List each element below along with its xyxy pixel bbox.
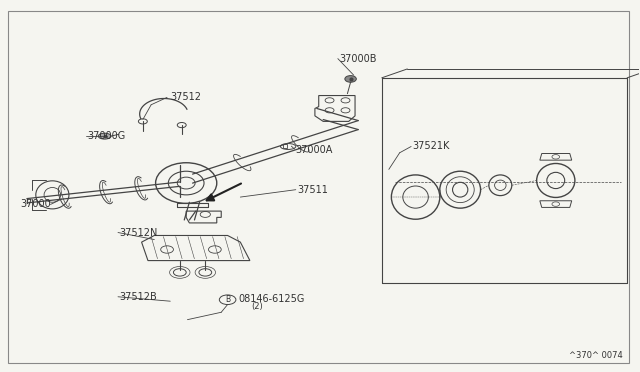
Text: 37000B: 37000B — [339, 54, 376, 64]
Text: 08146-6125G: 08146-6125G — [239, 294, 305, 304]
Text: 37000G: 37000G — [88, 131, 125, 141]
Text: (2): (2) — [251, 302, 263, 311]
Text: 37000: 37000 — [20, 199, 51, 209]
Text: 37521K: 37521K — [412, 141, 450, 151]
Text: 37512: 37512 — [170, 92, 201, 102]
Text: 37000A: 37000A — [296, 145, 333, 155]
Text: 37512B: 37512B — [119, 292, 157, 302]
Text: 37511: 37511 — [298, 185, 328, 195]
Text: 37512N: 37512N — [119, 228, 157, 237]
Ellipse shape — [345, 76, 356, 82]
Text: B: B — [225, 295, 230, 304]
Ellipse shape — [99, 133, 111, 139]
Text: ^370^ 0074: ^370^ 0074 — [569, 350, 623, 359]
